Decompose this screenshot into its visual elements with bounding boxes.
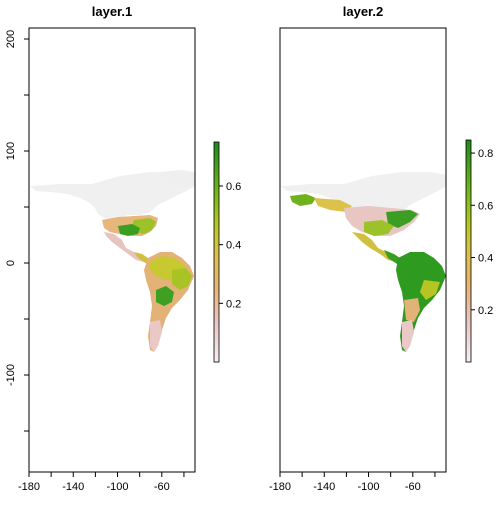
panel-layer-2: layer.2 -180 -140 -100 -60 — [269, 4, 493, 493]
raster-values — [102, 215, 194, 352]
y-axis: 200 100 0 -100 — [5, 30, 29, 432]
legend-ticks: 0.2 0.4 0.6 — [219, 181, 241, 310]
south-america-green-south — [156, 286, 174, 306]
x-axis: -180 -140 -100 -60 — [18, 472, 185, 493]
x-tick-label: -60 — [405, 481, 421, 493]
x-tick-label: -100 — [358, 481, 380, 493]
raster-values — [290, 194, 446, 352]
legend-tick-label: 0.2 — [478, 305, 493, 317]
south-america-pink-tip — [150, 320, 162, 352]
north-america-grey — [30, 172, 195, 220]
south-america-pink-tip — [402, 320, 414, 352]
panel-title: layer.2 — [343, 4, 384, 19]
greenland-grey — [160, 170, 195, 188]
north-america-grey — [281, 172, 446, 220]
y-tick-label: 100 — [5, 142, 17, 160]
land-base — [281, 172, 446, 220]
legend-colorbar: 0.2 0.4 0.6 — [213, 141, 241, 363]
panel-layer-1: layer.1 -180 -140 -10 — [5, 4, 241, 493]
x-tick-label: -60 — [154, 481, 170, 493]
legend-tick-label: 0.2 — [226, 298, 241, 310]
alaska-green — [290, 194, 316, 206]
x-tick-label: -180 — [18, 481, 40, 493]
legend-tick-label: 0.4 — [226, 240, 241, 252]
canada-south — [314, 198, 352, 212]
legend-tick-label: 0.6 — [478, 200, 493, 212]
usa-south-green — [364, 220, 394, 236]
x-axis: -180 -140 -100 -60 — [269, 472, 436, 493]
legend-tick-label: 0.6 — [226, 181, 241, 193]
south-america-green-east — [172, 268, 192, 290]
usa-east-green — [386, 210, 418, 228]
panel-title: layer.1 — [92, 4, 133, 19]
legend-bar — [213, 141, 220, 363]
legend-colorbar: 0.2 0.4 0.6 0.8 — [465, 139, 493, 363]
x-tick-label: -140 — [62, 481, 84, 493]
mexico-region — [104, 232, 146, 262]
map-frame — [279, 27, 447, 473]
x-tick-label: -100 — [107, 481, 129, 493]
y-tick-label: 200 — [5, 30, 17, 48]
y-tick-label: 0 — [5, 260, 17, 266]
legend-tick-label: 0.8 — [478, 148, 493, 160]
legend-tick-label: 0.4 — [478, 253, 493, 265]
legend-bar — [465, 139, 472, 363]
x-tick-label: -180 — [269, 481, 291, 493]
x-tick-label: -140 — [313, 481, 335, 493]
south-america-east-yellow — [420, 280, 440, 300]
map-frame — [28, 27, 196, 473]
legend-ticks: 0.2 0.4 0.6 0.8 — [471, 148, 493, 317]
y-tick-label: -100 — [5, 364, 17, 386]
land-base — [30, 170, 195, 220]
south-america-south-tan — [404, 298, 420, 322]
usa-southeast-green — [118, 224, 140, 236]
